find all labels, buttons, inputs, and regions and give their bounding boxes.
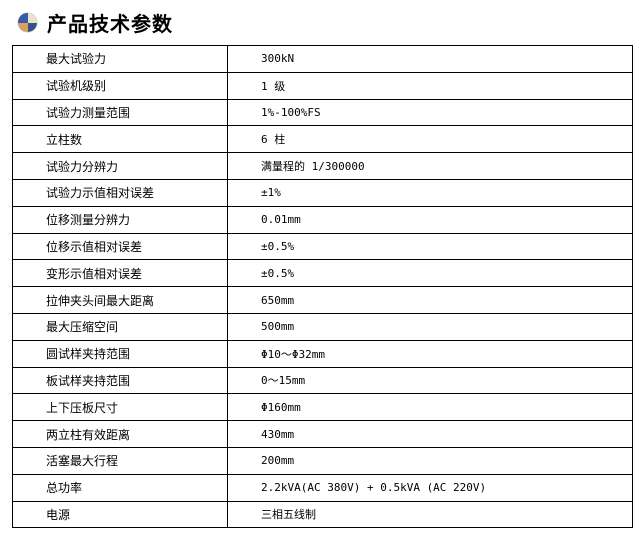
table-row: 板试样夹持范围 0～15mm: [12, 366, 633, 395]
table-row: 位移测量分辨力 0.01mm: [12, 205, 633, 234]
table-row: 试验机级别 1 级: [12, 71, 633, 100]
spec-label: 上下压板尺寸: [12, 393, 228, 422]
page-title: 产品技术参数: [47, 12, 173, 36]
spec-label: 试验机级别: [12, 71, 228, 100]
table-row: 位移示值相对误差 ±0.5%: [12, 232, 633, 261]
table-row: 两立柱有效距离 430mm: [12, 420, 633, 448]
globe-icon: [18, 13, 37, 32]
spec-label: 试验力分辨力: [12, 152, 228, 180]
spec-value: 1 级: [227, 71, 633, 100]
spec-value: ±0.5%: [227, 259, 633, 288]
table-row: 最大压缩空间 500mm: [12, 312, 633, 341]
spec-value: 0.01mm: [227, 205, 633, 234]
spec-label: 试验力测量范围: [12, 98, 228, 127]
spec-label: 位移示值相对误差: [12, 232, 228, 261]
spec-value: 500mm: [227, 312, 633, 341]
spec-value: ±1%: [227, 178, 633, 207]
spec-label: 电源: [12, 500, 228, 529]
spec-label: 圆试样夹持范围: [12, 339, 228, 368]
table-row: 圆试样夹持范围 Φ10～Φ32mm: [12, 339, 633, 368]
spec-value: ±0.5%: [227, 232, 633, 261]
spec-value: 430mm: [227, 420, 633, 448]
table-row: 上下压板尺寸 Φ160mm: [12, 393, 633, 422]
spec-value: 三相五线制: [227, 500, 633, 529]
spec-value: Φ10～Φ32mm: [227, 339, 633, 368]
table-row: 活塞最大行程 200mm: [12, 446, 633, 475]
spec-value: 2.2kVA(AC 380V) + 0.5kVA (AC 220V): [227, 473, 633, 502]
spec-label: 最大试验力: [12, 45, 228, 73]
spec-label: 板试样夹持范围: [12, 366, 228, 395]
table-row: 总功率 2.2kVA(AC 380V) + 0.5kVA (AC 220V): [12, 473, 633, 502]
spec-value: 650mm: [227, 286, 633, 314]
table-row: 立柱数 6 柱: [12, 125, 633, 154]
spec-label: 总功率: [12, 473, 228, 502]
spec-label: 拉伸夹头间最大距离: [12, 286, 228, 314]
spec-value: 1%-100%FS: [227, 98, 633, 127]
spec-label: 变形示值相对误差: [12, 259, 228, 288]
spec-label: 两立柱有效距离: [12, 420, 228, 448]
table-row: 电源 三相五线制: [12, 500, 633, 529]
spec-value: 300kN: [227, 45, 633, 73]
table-row: 变形示值相对误差 ±0.5%: [12, 259, 633, 288]
table-row: 试验力分辨力 满量程的 1/300000: [12, 152, 633, 180]
spec-value: Φ160mm: [227, 393, 633, 422]
spec-value: 200mm: [227, 446, 633, 475]
table-row: 试验力示值相对误差 ±1%: [12, 178, 633, 207]
spec-label: 位移测量分辨力: [12, 205, 228, 234]
table-row: 试验力测量范围 1%-100%FS: [12, 98, 633, 127]
spec-label: 最大压缩空间: [12, 312, 228, 341]
table-row: 拉伸夹头间最大距离 650mm: [12, 286, 633, 314]
spec-value: 满量程的 1/300000: [227, 152, 633, 180]
spec-value: 6 柱: [227, 125, 633, 154]
spec-value: 0～15mm: [227, 366, 633, 395]
spec-table: 最大试验力 300kN 试验机级别 1 级试验力测量范围 1%-100%FS 立柱数 6 柱…: [12, 45, 633, 529]
section-header: 产品技术参数: [18, 8, 173, 37]
table-row: 最大试验力 300kN: [12, 45, 633, 73]
spec-label: 活塞最大行程: [12, 446, 228, 475]
spec-label: 立柱数: [12, 125, 228, 154]
spec-label: 试验力示值相对误差: [12, 178, 228, 207]
